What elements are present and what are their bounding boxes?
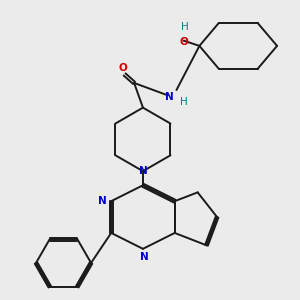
Text: O: O [118, 63, 127, 73]
Text: N: N [98, 196, 107, 206]
Text: H: H [182, 22, 189, 32]
Text: N: N [139, 166, 147, 176]
Text: N: N [165, 92, 174, 102]
Text: O: O [179, 38, 188, 47]
Text: H: H [180, 98, 188, 107]
Text: N: N [140, 252, 149, 262]
